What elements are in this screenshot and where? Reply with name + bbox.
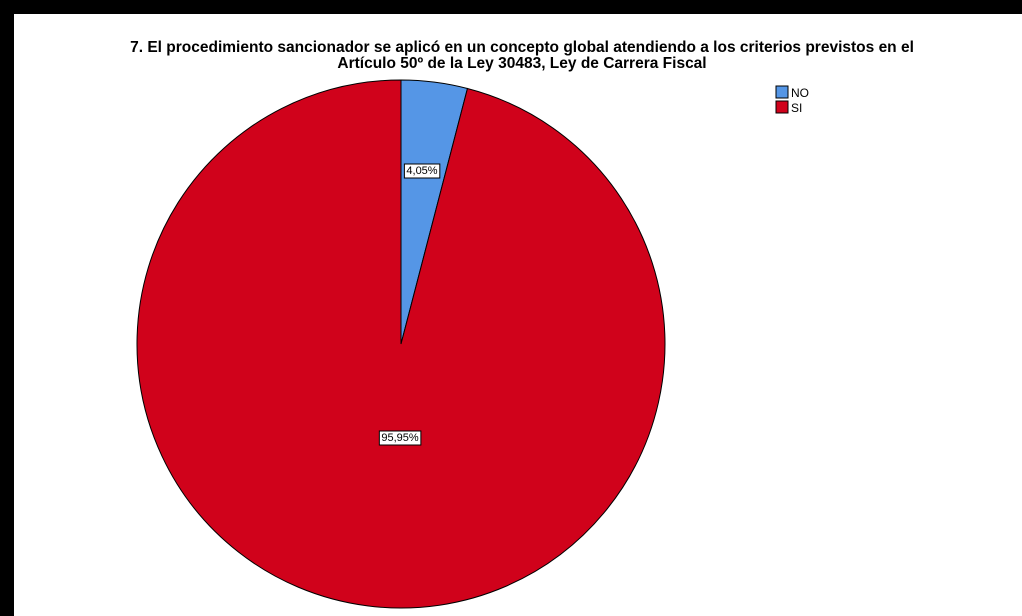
legend-swatch-si: [775, 100, 789, 114]
legend-label-no: NO: [791, 86, 809, 100]
data-label-box-si: [378, 430, 422, 446]
data-label-si: 95,95%: [378, 430, 422, 446]
chart-title-line-2: Artículo 50º de la Ley 30483, Ley de Car…: [337, 55, 706, 72]
data-label-text-si: 95,95%: [381, 432, 419, 444]
legend: NO SI: [775, 85, 809, 115]
legend-item-no: NO: [775, 85, 809, 100]
pie-slices: [136, 79, 666, 609]
pie-slice-si: [136, 79, 666, 609]
legend-swatch-no: [775, 85, 789, 99]
data-label-box-no: [403, 163, 441, 179]
legend-item-si: SI: [775, 100, 802, 115]
data-label-text-no: 4,05%: [406, 165, 437, 177]
pie-data-labels: 4,05% 95,95%: [378, 163, 441, 446]
chart-title-line-1: 7. El procedimiento sancionador se aplic…: [130, 39, 914, 56]
data-label-no: 4,05%: [403, 163, 441, 179]
legend-label-si: SI: [791, 101, 802, 115]
